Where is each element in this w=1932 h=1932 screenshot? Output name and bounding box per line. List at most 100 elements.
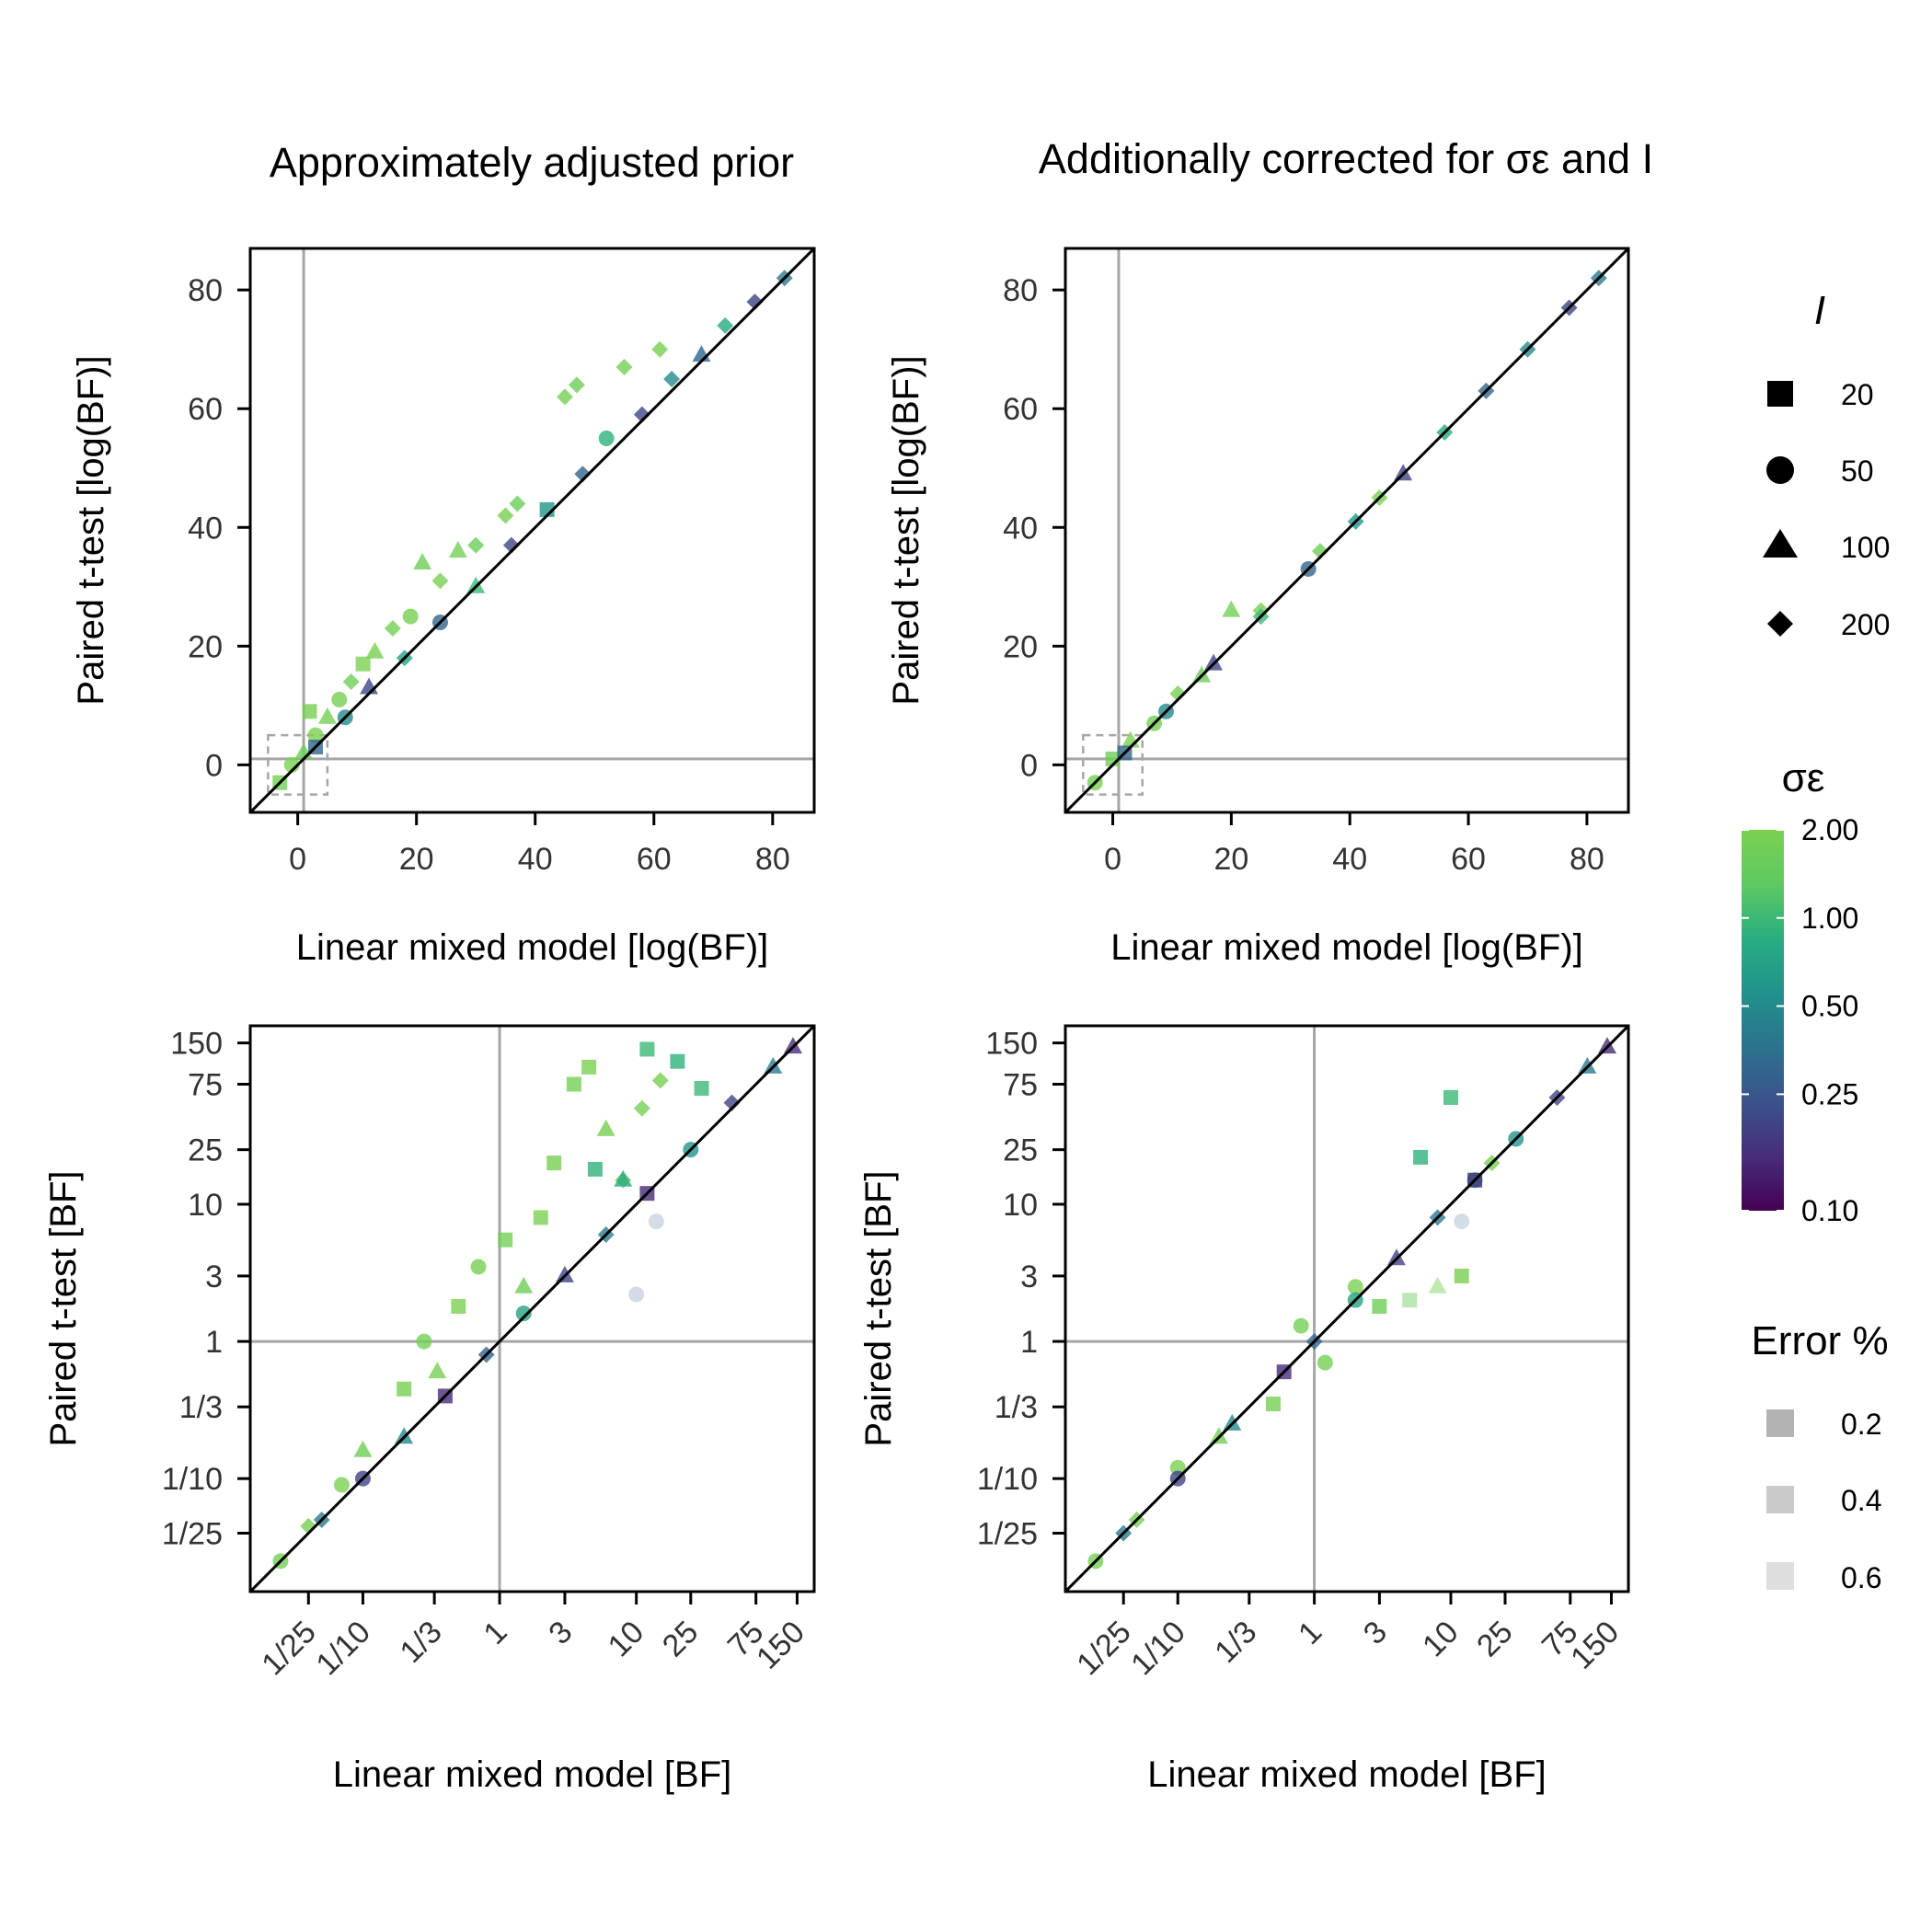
data-point bbox=[470, 1259, 487, 1275]
identity-line bbox=[1065, 248, 1628, 812]
data-point bbox=[1169, 684, 1187, 702]
data-point bbox=[533, 1210, 548, 1225]
data-point bbox=[413, 552, 432, 569]
y-tick-label: 0 bbox=[205, 748, 223, 783]
legend-circle-icon bbox=[1766, 456, 1794, 484]
data-point bbox=[574, 466, 592, 483]
y-tick-label: 25 bbox=[1003, 1133, 1038, 1168]
data-point bbox=[723, 1094, 741, 1111]
data-point bbox=[1222, 600, 1241, 617]
x-axis-label: Linear mixed model [log(BF)] bbox=[296, 927, 769, 968]
legend-diamond-icon bbox=[1767, 611, 1793, 637]
y-tick-label: 150 bbox=[170, 1027, 223, 1062]
data-point bbox=[342, 673, 360, 691]
data-point bbox=[428, 1362, 447, 1379]
data-point bbox=[353, 1440, 373, 1457]
legend-alpha-label-3: 0.6 bbox=[1841, 1561, 1881, 1594]
data-point bbox=[451, 1299, 466, 1315]
data-point bbox=[1413, 1149, 1429, 1165]
data-point bbox=[1293, 1317, 1309, 1334]
data-point bbox=[587, 1161, 603, 1177]
data-point bbox=[746, 293, 764, 311]
y-tick-label: 80 bbox=[188, 273, 223, 308]
legend-alpha-swatch-2 bbox=[1766, 1486, 1794, 1513]
x-tick-label: 1/3 bbox=[1208, 1615, 1263, 1670]
y-tick-label: 1/10 bbox=[162, 1462, 223, 1497]
x-tick-label: 1/10 bbox=[309, 1615, 377, 1683]
x-tick-label: 1/25 bbox=[1070, 1615, 1138, 1683]
plot-area bbox=[250, 248, 814, 812]
data-point bbox=[1454, 1213, 1470, 1230]
data-point bbox=[651, 1072, 669, 1089]
colorbar-tick-label: 0.10 bbox=[1801, 1194, 1858, 1227]
data-point bbox=[615, 359, 633, 376]
plot-area bbox=[1065, 248, 1628, 812]
y-tick-label: 60 bbox=[188, 392, 223, 427]
data-point bbox=[431, 572, 449, 590]
plot-frame bbox=[248, 247, 816, 814]
data-point bbox=[568, 376, 585, 394]
y-tick-label: 75 bbox=[188, 1068, 223, 1103]
x-tick-label: 10 bbox=[602, 1615, 651, 1664]
x-tick-label: 3 bbox=[542, 1615, 579, 1651]
data-point bbox=[639, 1041, 655, 1057]
x-tick-label: 3 bbox=[1357, 1615, 1394, 1651]
legend-shape-label-50: 50 bbox=[1841, 454, 1874, 488]
x-axis-label: Linear mixed model [BF] bbox=[333, 1754, 732, 1795]
zoom-box bbox=[267, 733, 329, 796]
y-tick-label: 75 bbox=[1003, 1068, 1038, 1103]
x-tick-label: 20 bbox=[399, 842, 434, 877]
y-tick-label: 60 bbox=[1003, 392, 1038, 427]
y-tick-label: 20 bbox=[188, 629, 223, 664]
y-tick-label: 1/10 bbox=[977, 1462, 1038, 1497]
y-tick-label: 10 bbox=[188, 1188, 223, 1223]
colorbar-tick-label: 0.25 bbox=[1801, 1077, 1858, 1110]
y-tick-label: 3 bbox=[1020, 1259, 1038, 1294]
data-point bbox=[1347, 1279, 1363, 1295]
panel-bottom-left: 1/251/10 1/3 1 3 10 25 751501/251/101/31310257… bbox=[43, 1024, 816, 1795]
data-point bbox=[448, 541, 467, 558]
data-point bbox=[556, 388, 573, 406]
legend-shape-label-20: 20 bbox=[1841, 378, 1874, 411]
y-tick-label: 20 bbox=[1003, 629, 1038, 664]
legend-colorbar bbox=[1742, 830, 1784, 1211]
data-point bbox=[1312, 543, 1329, 560]
data-point bbox=[302, 704, 317, 719]
y-tick-label: 40 bbox=[188, 511, 223, 546]
x-tick-label: 25 bbox=[1470, 1615, 1520, 1664]
data-point bbox=[331, 691, 348, 707]
y-tick-label: 80 bbox=[1003, 273, 1038, 308]
legend-shape-title: I bbox=[1814, 288, 1825, 333]
data-point bbox=[566, 1076, 581, 1092]
panel-title-top-left: Approximately adjusted prior bbox=[270, 139, 794, 186]
colorbar-tick-label: 2.00 bbox=[1801, 813, 1858, 846]
y-tick-label: 150 bbox=[985, 1027, 1038, 1062]
data-point bbox=[1428, 1276, 1447, 1294]
x-tick-label: 150 bbox=[1564, 1615, 1626, 1676]
data-point bbox=[628, 1286, 645, 1303]
x-tick-label: 10 bbox=[1416, 1615, 1466, 1664]
y-tick-label: 1/3 bbox=[995, 1390, 1038, 1425]
x-tick-label: 80 bbox=[1570, 842, 1604, 877]
panel-bottom-right: 1/251/10 1/3 1 3 10 25 751501/251/101/31310257… bbox=[858, 1024, 1630, 1795]
y-axis-label: Paired t-test [BF] bbox=[858, 1170, 899, 1446]
x-tick-label: 60 bbox=[637, 842, 672, 877]
legend-alpha-swatch-3 bbox=[1766, 1562, 1794, 1590]
x-tick-label: 25 bbox=[656, 1615, 706, 1664]
data-point bbox=[1443, 1089, 1458, 1105]
data-point bbox=[317, 707, 337, 724]
x-tick-label: 40 bbox=[1332, 842, 1367, 877]
legend-square-icon bbox=[1767, 381, 1793, 407]
y-tick-label: 1/25 bbox=[977, 1516, 1038, 1551]
plot-frame bbox=[1064, 247, 1630, 814]
legend-shape-label-200: 200 bbox=[1841, 608, 1890, 641]
x-tick-label: 0 bbox=[1104, 842, 1121, 877]
data-point bbox=[633, 1099, 650, 1117]
colorbar-tick-label: 1.00 bbox=[1801, 902, 1858, 935]
data-point bbox=[1317, 1354, 1333, 1371]
data-point bbox=[663, 370, 681, 387]
y-tick-label: 1 bbox=[1020, 1325, 1038, 1360]
x-tick-label: 150 bbox=[750, 1615, 811, 1676]
plot-frame bbox=[1064, 1024, 1630, 1593]
data-point bbox=[1265, 1397, 1281, 1412]
